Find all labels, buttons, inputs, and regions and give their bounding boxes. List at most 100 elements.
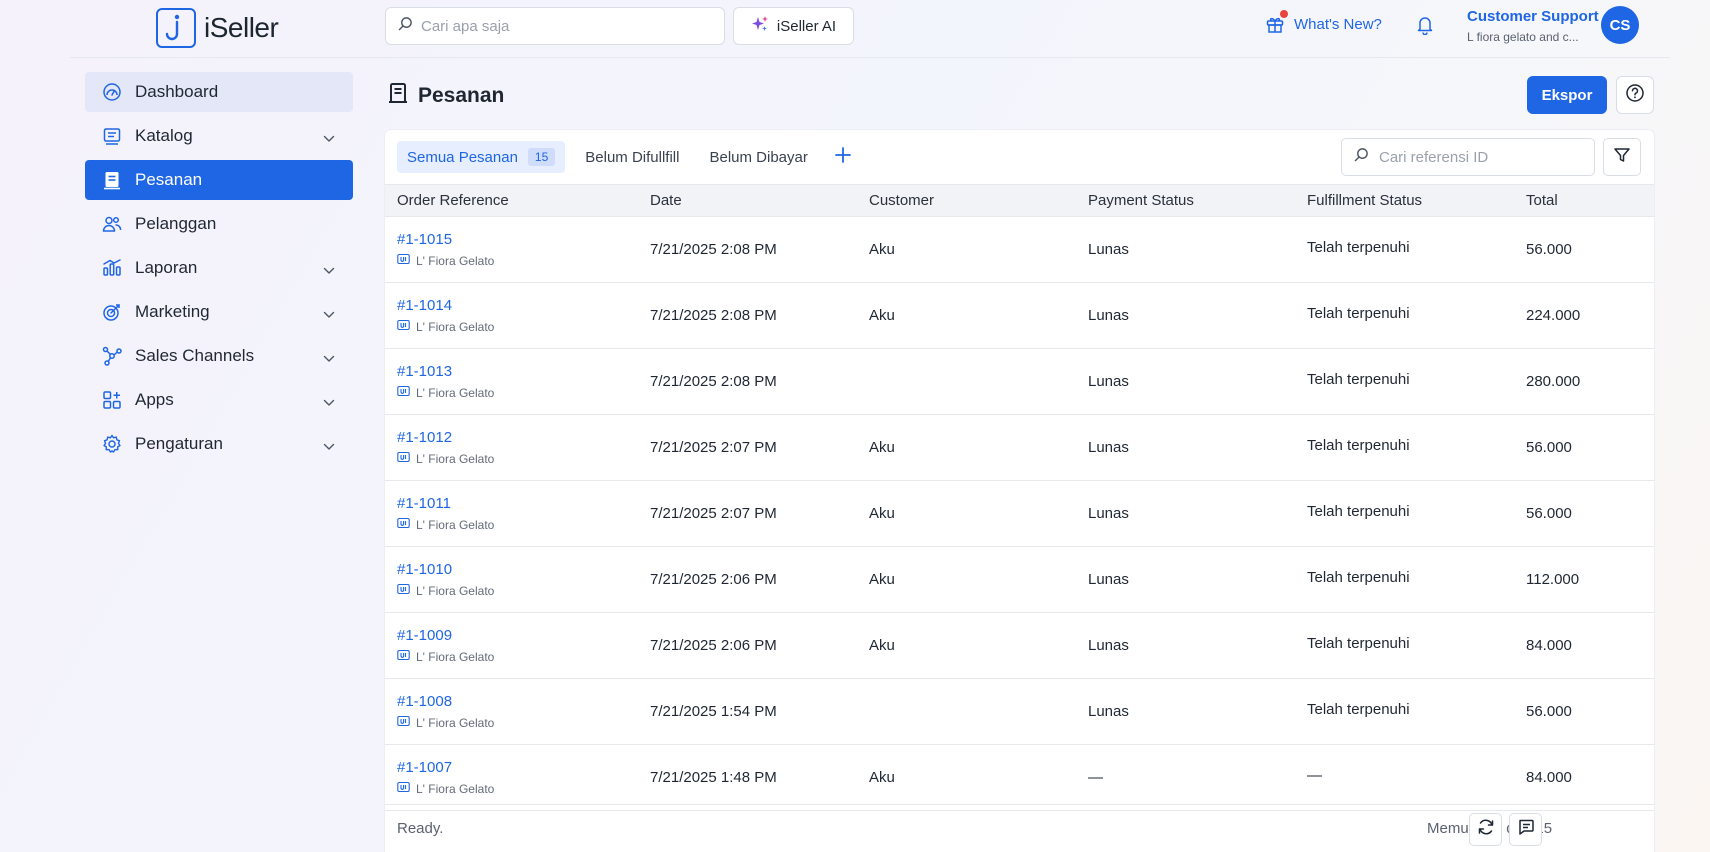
sidebar-item-pelanggan[interactable]: Pelanggan	[85, 204, 353, 244]
orders-table: Order Reference Date Customer Payment Statu…	[385, 184, 1654, 811]
app-logo[interactable]: iSeller	[156, 8, 279, 48]
global-search[interactable]	[385, 7, 725, 45]
add-tab-button[interactable]	[834, 146, 852, 169]
store-name: L' Fiora Gelato	[416, 451, 495, 466]
table-row[interactable]: #1-1007 L' Fiora Gelato 7/21/2025 1:48 PM A…	[385, 745, 1654, 811]
reference-search-input[interactable]	[1379, 148, 1579, 166]
reference-search[interactable]	[1341, 138, 1595, 176]
reports-icon	[101, 257, 123, 279]
table-row[interactable]: #1-1009 L' Fiora Gelato 7/21/2025 2:06 PM A…	[385, 613, 1654, 679]
export-button[interactable]: Ekspor	[1527, 76, 1607, 114]
order-reference-link[interactable]: #1-1011	[397, 495, 451, 512]
cell-order-reference: #1-1010 L' Fiora Gelato	[385, 547, 638, 613]
order-reference-link[interactable]: #1-1009	[397, 627, 453, 644]
store-icon	[397, 385, 410, 400]
cell-total: 56.000	[1526, 703, 1572, 720]
page-title: Pesanan	[388, 82, 504, 110]
column-header-fulfillment-status[interactable]: Fulfillment Status	[1307, 192, 1423, 209]
sidebar-item-label: Sales Channels	[135, 346, 255, 365]
store-name: L' Fiora Gelato	[416, 583, 495, 598]
sidebar: Dashboard Katalog Pesanan Pelanggan Laporan M…	[85, 72, 353, 468]
store-label: L' Fiora Gelato	[397, 517, 638, 532]
store-icon	[397, 253, 410, 268]
tab-belum-dibayar[interactable]: Belum Dibayar	[699, 141, 817, 173]
table-row[interactable]: #1-1013 L' Fiora Gelato 7/21/2025 2:08 PM L…	[385, 349, 1654, 415]
whats-new-label: What's New?	[1294, 15, 1382, 33]
sidebar-item-sales-channels[interactable]: Sales Channels	[85, 336, 353, 376]
table-row[interactable]: #1-1008 L' Fiora Gelato 7/21/2025 1:54 PM L…	[385, 679, 1654, 745]
fulfillment-status-text: —	[1307, 767, 1322, 784]
cell-date: 7/21/2025 1:54 PM	[650, 703, 777, 720]
order-reference-link[interactable]: #1-1010	[397, 561, 453, 578]
cell-total: 84.000	[1526, 769, 1572, 786]
status-text: Ready.	[397, 820, 444, 837]
search-icon	[398, 16, 413, 36]
cell-order-reference: #1-1011 L' Fiora Gelato	[385, 481, 638, 547]
notifications-button[interactable]	[1416, 15, 1434, 40]
table-row[interactable]: #1-1014 L' Fiora Gelato 7/21/2025 2:08 PM A…	[385, 283, 1654, 349]
store-icon	[397, 319, 410, 334]
order-reference-link[interactable]: #1-1014	[397, 297, 453, 314]
sidebar-item-laporan[interactable]: Laporan	[85, 248, 353, 288]
cell-fulfillment-status: Telah terpenuhi	[1295, 679, 1514, 745]
iseller-ai-button[interactable]: iSeller AI	[733, 7, 854, 45]
cell-date: 7/21/2025 2:07 PM	[650, 505, 777, 522]
order-reference-link[interactable]: #1-1008	[397, 693, 453, 710]
order-tabs: Semua Pesanan 15 Belum Difullfill Belum Dib…	[397, 141, 852, 173]
tab-label: Belum Difullfill	[585, 148, 680, 166]
customers-icon	[101, 213, 123, 235]
catalog-icon	[101, 125, 123, 147]
tab-belum-difullfill[interactable]: Belum Difullfill	[575, 141, 689, 173]
help-button[interactable]	[1616, 76, 1654, 114]
column-header-total[interactable]: Total	[1526, 192, 1558, 209]
sidebar-item-pesanan[interactable]: Pesanan	[85, 160, 353, 200]
chevron-down-icon	[323, 260, 335, 280]
whats-new-link[interactable]: What's New?	[1265, 10, 1382, 34]
order-reference-link[interactable]: #1-1015	[397, 231, 453, 248]
cell-payment-status: Lunas	[1088, 571, 1129, 588]
gift-icon	[1265, 10, 1288, 34]
sidebar-item-apps[interactable]: Apps	[85, 380, 353, 420]
orders-card: Semua Pesanan 15 Belum Difullfill Belum Dib…	[385, 130, 1654, 852]
cell-fulfillment-status: Telah terpenuhi	[1295, 547, 1514, 613]
cell-total: 224.000	[1526, 307, 1581, 324]
table-row[interactable]: #1-1012 L' Fiora Gelato 7/21/2025 2:07 PM A…	[385, 415, 1654, 481]
cell-fulfillment-status: —	[1295, 745, 1514, 811]
filter-button[interactable]	[1603, 138, 1641, 176]
user-menu[interactable]: Customer Support L fiora gelato and c...	[1467, 8, 1602, 44]
store-name: L' Fiora Gelato	[416, 319, 495, 334]
column-header-payment-status[interactable]: Payment Status	[1088, 192, 1194, 209]
column-header-order-reference[interactable]: Order Reference	[397, 192, 509, 209]
store-label: L' Fiora Gelato	[397, 253, 638, 268]
column-header-date[interactable]: Date	[650, 192, 682, 209]
cell-customer: Aku	[869, 637, 895, 654]
table-row[interactable]: #1-1011 L' Fiora Gelato 7/21/2025 2:07 PM A…	[385, 481, 1654, 547]
store-icon	[397, 715, 410, 730]
table-row[interactable]: #1-1015 L' Fiora Gelato 7/21/2025 2:08 PM A…	[385, 217, 1654, 283]
feedback-button[interactable]	[1509, 813, 1542, 846]
order-reference-link[interactable]: #1-1013	[397, 363, 453, 380]
cell-date: 7/21/2025 1:48 PM	[650, 769, 777, 786]
table-footer: Ready. Memuat 15 dari 15	[385, 804, 1654, 852]
sidebar-item-dashboard[interactable]: Dashboard	[85, 72, 353, 112]
sidebar-item-pengaturan[interactable]: Pengaturan	[85, 424, 353, 464]
user-name: Customer Support	[1467, 8, 1599, 25]
order-reference-link[interactable]: #1-1012	[397, 429, 453, 446]
orders-icon	[388, 82, 408, 110]
iseller-logo-icon	[156, 8, 196, 48]
avatar[interactable]: CS	[1601, 6, 1639, 44]
store-label: L' Fiora Gelato	[397, 781, 638, 796]
sidebar-item-katalog[interactable]: Katalog	[85, 116, 353, 156]
tab-semua-pesanan[interactable]: Semua Pesanan 15	[397, 141, 566, 173]
store-label: L' Fiora Gelato	[397, 385, 638, 400]
cell-payment-status: Lunas	[1088, 307, 1129, 324]
filter-icon	[1613, 146, 1631, 169]
refresh-button[interactable]	[1469, 813, 1502, 846]
sidebar-item-marketing[interactable]: Marketing	[85, 292, 353, 332]
order-reference-link[interactable]: #1-1007	[397, 759, 453, 776]
top-header: iSeller iSeller AI What's New? Customer …	[70, 0, 1670, 58]
column-header-customer[interactable]: Customer	[869, 192, 935, 209]
global-search-input[interactable]	[421, 17, 701, 35]
fulfillment-status-text: Telah terpenuhi	[1307, 569, 1410, 586]
table-row[interactable]: #1-1010 L' Fiora Gelato 7/21/2025 2:06 PM A…	[385, 547, 1654, 613]
